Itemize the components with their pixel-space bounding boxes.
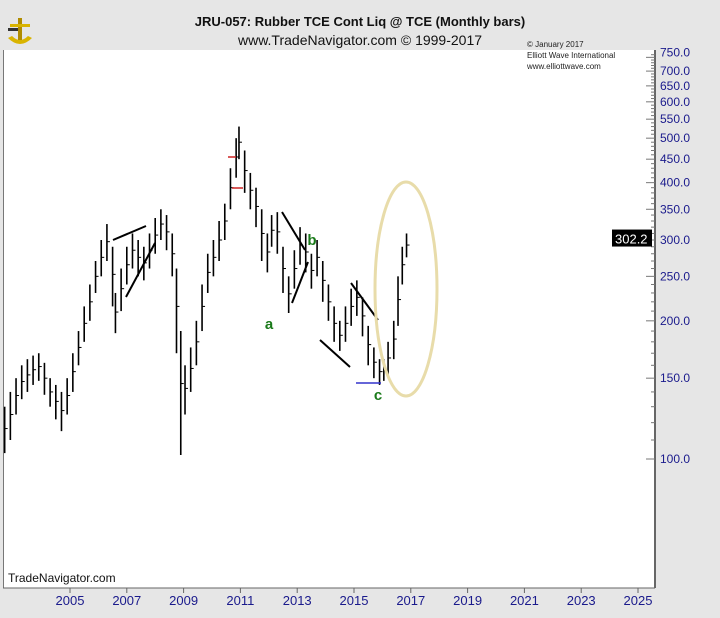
y-tick-label-12: 150.0: [660, 371, 690, 385]
chart-subtitle: www.TradeNavigator.com © 1999-2017: [237, 32, 483, 48]
chart-title: JRU-057: Rubber TCE Cont Liq @ TCE (Mont…: [194, 14, 526, 29]
trend-line-0: [112, 225, 147, 241]
x-tick-label-4: 2013: [283, 593, 312, 608]
x-tick-label-1: 2007: [112, 593, 141, 608]
trend-line-5: [350, 282, 379, 321]
last-price-label: 302.2: [615, 232, 648, 247]
x-tick-label-0: 2005: [56, 593, 85, 608]
x-tick-label-3: 2011: [226, 593, 254, 608]
x-tick-label-8: 2021: [510, 593, 539, 608]
y-tick-label-11: 200.0: [660, 314, 690, 328]
y-tick-label-4: 550.0: [660, 112, 690, 126]
x-tick-label-7: 2019: [453, 593, 482, 608]
y-tick-label-5: 500.0: [660, 131, 690, 145]
y-tick-label-1: 700.0: [660, 64, 690, 78]
wave-label-a: a: [265, 316, 274, 333]
y-tick-label-0: 750.0: [660, 45, 690, 59]
y-tick-label-2: 650.0: [660, 79, 690, 93]
trend-line-3: [291, 261, 309, 304]
y-tick-label-7: 400.0: [660, 176, 690, 190]
y-tick-label-10: 250.0: [660, 269, 690, 283]
y-tick-label-9: 300.0: [660, 233, 690, 247]
trend-line-2: [281, 211, 306, 251]
wave-label-c: c: [374, 387, 382, 404]
trend-line-1: [125, 242, 156, 298]
y-tick-label-8: 350.0: [660, 202, 690, 216]
y-tick-label-6: 450.0: [660, 152, 690, 166]
trade-navigator-logo-icon: [8, 18, 32, 44]
y-tick-label-13: 100.0: [660, 452, 690, 466]
wave-label-b: b: [307, 232, 316, 249]
watermark-url: www.elliottwave.com: [527, 62, 601, 71]
plot-area[interactable]: [3, 50, 656, 588]
x-tick-label-2: 2009: [169, 593, 198, 608]
last-price-tag: [612, 229, 652, 247]
trend-line-4: [319, 339, 351, 368]
x-tick-label-5: 2015: [340, 593, 369, 608]
footer-brand: TradeNavigator.com: [8, 571, 116, 585]
watermark-date: © January 2017: [527, 40, 584, 49]
x-tick-label-9: 2023: [567, 593, 596, 608]
watermark: © January 2017 Elliott Wave Internationa…: [527, 39, 615, 72]
x-tick-label-10: 2025: [624, 593, 653, 608]
y-tick-label-3: 600.0: [660, 95, 690, 109]
highlight-ellipse: [373, 180, 439, 398]
chart-header: JRU-057: Rubber TCE Cont Liq @ TCE (Mont…: [0, 0, 720, 50]
x-tick-label-6: 2017: [396, 593, 425, 608]
watermark-company: Elliott Wave International: [527, 51, 616, 60]
